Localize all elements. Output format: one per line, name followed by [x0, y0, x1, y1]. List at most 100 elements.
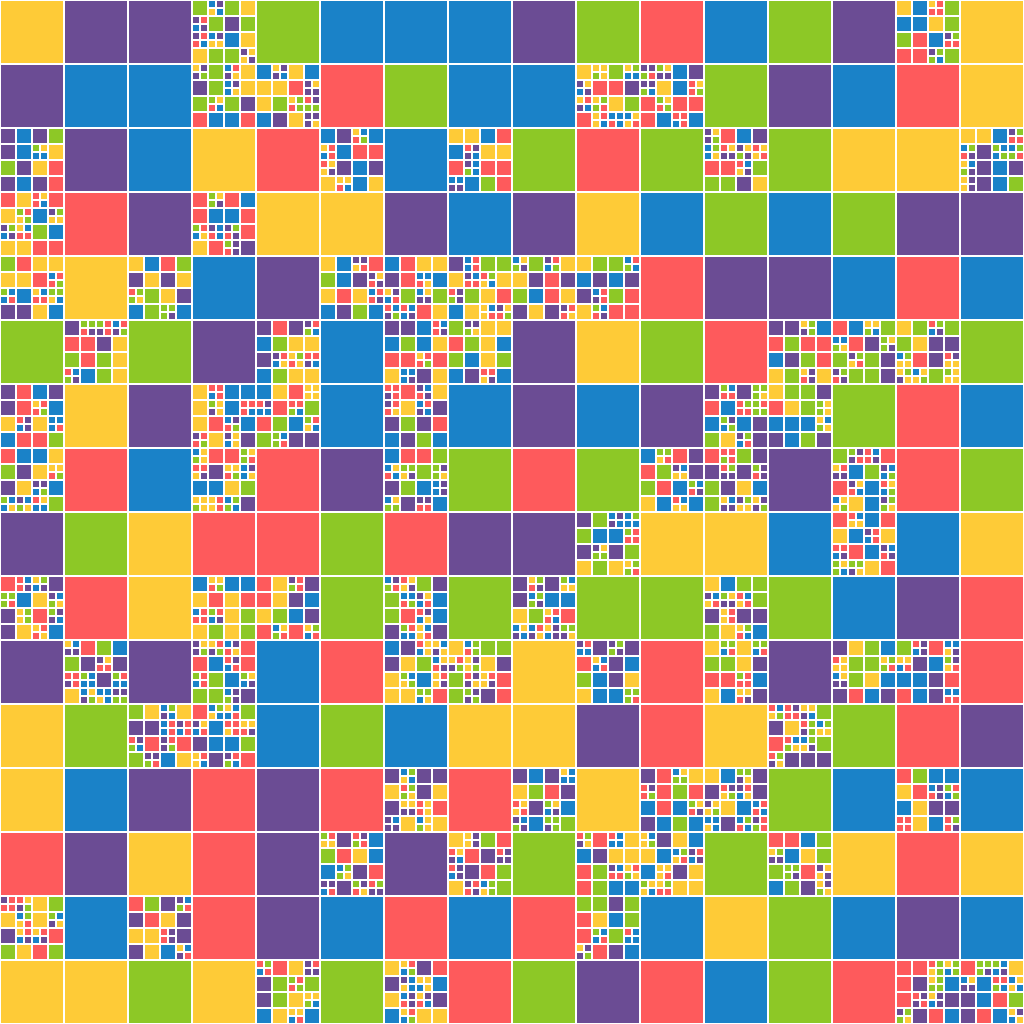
- small-tile: [673, 449, 687, 463]
- tiny-tile: [937, 985, 943, 991]
- tiny-tile: [409, 681, 415, 687]
- small-tile: [289, 337, 303, 351]
- tile: [513, 385, 575, 447]
- tiny-tile: [249, 673, 255, 679]
- small-tile: [433, 273, 447, 287]
- tiny-tile: [801, 369, 807, 375]
- tiny-tile: [417, 801, 423, 807]
- small-tile: [481, 689, 495, 703]
- tiny-tile: [425, 689, 431, 695]
- tiny-tile: [161, 705, 167, 711]
- tiny-tile: [921, 993, 927, 999]
- tiny-tile: [185, 721, 191, 727]
- tiny-tile: [25, 897, 31, 903]
- tile: [641, 961, 703, 1023]
- tiny-tile: [689, 809, 695, 815]
- tiny-tile: [425, 697, 431, 703]
- small-tile: [49, 433, 63, 447]
- tiny-tile: [993, 985, 999, 991]
- small-tile: [129, 305, 143, 319]
- tiny-tile: [225, 761, 231, 767]
- small-tile: [625, 641, 639, 655]
- tiny-tile: [601, 105, 607, 111]
- tiny-tile: [593, 65, 599, 71]
- tiny-tile: [265, 401, 271, 407]
- tiny-tile: [201, 449, 207, 455]
- tiny-tile: [489, 281, 495, 287]
- tiny-tile: [665, 873, 671, 879]
- small-tile: [497, 353, 511, 367]
- small-tile: [1, 401, 15, 415]
- small-tile: [17, 401, 31, 415]
- tiny-tile: [193, 41, 199, 47]
- small-tile: [945, 321, 959, 335]
- tile: [513, 513, 575, 575]
- tiny-tile: [425, 385, 431, 391]
- tile: [449, 1, 511, 63]
- tiny-tile: [361, 881, 367, 887]
- tiny-tile: [433, 321, 439, 327]
- tiny-tile: [945, 377, 951, 383]
- tiny-tile: [481, 889, 487, 895]
- tiny-tile: [41, 505, 47, 511]
- tiny-tile: [665, 73, 671, 79]
- tiny-tile: [217, 97, 223, 103]
- tiny-tile: [25, 921, 31, 927]
- tile: [513, 833, 575, 895]
- tile: [961, 193, 1023, 255]
- small-tile: [737, 417, 751, 431]
- small-tile: [17, 433, 31, 447]
- tile: [193, 897, 255, 959]
- small-tile: [369, 305, 383, 319]
- tiny-tile: [89, 329, 95, 335]
- tiny-tile: [393, 817, 399, 823]
- tiny-tile: [649, 833, 655, 839]
- small-tile: [129, 273, 143, 287]
- tiny-tile: [393, 305, 399, 311]
- tiny-tile: [209, 393, 215, 399]
- small-tile: [513, 289, 527, 303]
- small-tile: [353, 289, 367, 303]
- tile: [705, 1, 767, 63]
- tiny-tile: [945, 825, 951, 831]
- small-tile: [177, 257, 191, 271]
- tiny-tile: [657, 105, 663, 111]
- tiny-tile: [217, 393, 223, 399]
- small-tile: [17, 177, 31, 191]
- tiny-tile: [49, 209, 55, 215]
- tiny-tile: [745, 633, 751, 639]
- tiny-tile: [809, 745, 815, 751]
- tiny-tile: [497, 857, 503, 863]
- small-tile: [145, 273, 159, 287]
- tiny-tile: [729, 449, 735, 455]
- tile: [65, 897, 127, 959]
- tiny-tile: [193, 649, 199, 655]
- tiny-tile: [545, 633, 551, 639]
- tiny-tile: [409, 1009, 415, 1015]
- small-tile: [49, 145, 63, 159]
- tiny-tile: [393, 497, 399, 503]
- small-tile: [273, 609, 287, 623]
- small-tile: [993, 993, 1007, 1007]
- tiny-tile: [801, 713, 807, 719]
- tiny-tile: [953, 641, 959, 647]
- tiny-tile: [449, 657, 455, 663]
- tiny-tile: [225, 241, 231, 247]
- tiny-tile: [609, 841, 615, 847]
- tiny-tile: [353, 129, 359, 135]
- tile: [577, 449, 639, 511]
- small-tile: [97, 353, 111, 367]
- small-tile: [929, 17, 943, 31]
- tile: [65, 449, 127, 511]
- tile: [513, 65, 575, 127]
- small-tile: [257, 625, 271, 639]
- small-tile: [337, 145, 351, 159]
- tile: [193, 257, 255, 319]
- small-tile: [593, 673, 607, 687]
- small-tile: [289, 81, 303, 95]
- small-tile: [433, 577, 447, 591]
- tiny-tile: [953, 657, 959, 663]
- tiny-tile: [57, 289, 63, 295]
- tiny-tile: [745, 505, 751, 511]
- tiny-tile: [241, 729, 247, 735]
